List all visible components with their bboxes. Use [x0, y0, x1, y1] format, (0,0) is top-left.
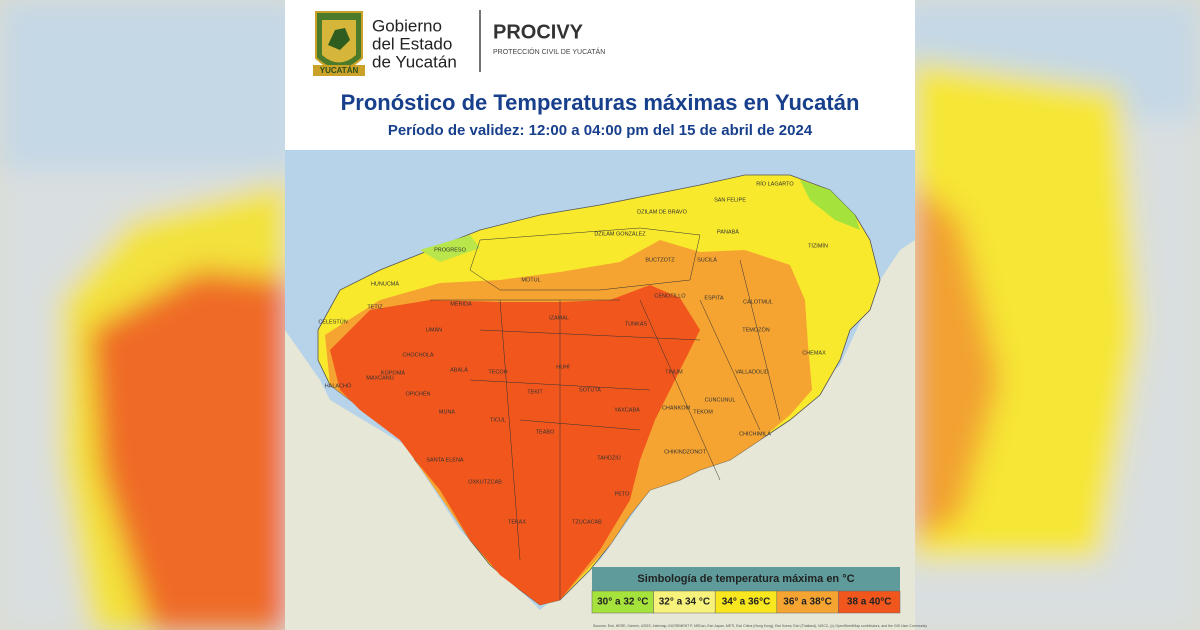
legend-header [592, 567, 900, 591]
map-label: YAXCABÁ [614, 406, 640, 413]
map-label: SOTUTA [579, 387, 601, 393]
map-label: HUNUCMÁ [371, 280, 399, 287]
map-label: KOPOMÁ [381, 369, 405, 376]
map-label: TETIZ [367, 304, 383, 310]
legend-label: 32° a 34 °C [659, 597, 710, 608]
map-label: TIZIMÍN [808, 242, 828, 249]
map-label: SUCILÁ [697, 256, 717, 263]
map-label: DZILAM GONZÁLEZ [594, 230, 646, 237]
map-label: CELESTÚN [318, 318, 347, 325]
map-label: PROGRESO [434, 247, 467, 253]
map-label: CHIKINDZONOT [664, 449, 707, 455]
map-label: CHEMAX [802, 350, 826, 356]
legend-label: 36° a 38°C [783, 597, 832, 608]
agency-sub: PROTECCIÓN CIVIL DE YUCATÁN [493, 47, 605, 56]
map-label: TEMOZÓN [742, 326, 770, 333]
map-label: TUNKÁS [625, 320, 648, 327]
map-label: TICUL [490, 417, 506, 423]
map-label: TEABO [536, 429, 555, 435]
map-label: TINUM [665, 369, 683, 375]
map-label: MOTUL [521, 277, 540, 283]
map-label: RÍO LAGARTO [756, 180, 794, 187]
legend-label: 38 a 40°C [847, 597, 892, 608]
map-label: CALOTMUL [743, 299, 773, 305]
map-label: HALACHÓ [325, 382, 352, 389]
map-label: CENOTILLO [654, 293, 686, 299]
map-label: PANABÁ [717, 228, 739, 235]
map-label: TEKAX [508, 519, 526, 525]
map-label: SAN FELIPE [714, 197, 746, 203]
header [285, 0, 915, 150]
gov-line: Gobierno [372, 16, 442, 35]
map-label: HUHÍ [556, 363, 570, 370]
legend-title: Simbología de temperatura máxima en °C [637, 573, 854, 585]
map-label: PETO [615, 491, 631, 497]
map-label: MUNA [439, 409, 456, 415]
agency: PROCIVY [493, 21, 584, 43]
map-label: BUCTZOTZ [645, 257, 675, 263]
map-label: CUNCUNUL [705, 397, 736, 403]
map-label: TZUCACAB [572, 519, 602, 525]
map-label: OXKUTZCAB [468, 479, 502, 485]
map-label: CHOCHOLÁ [402, 351, 434, 358]
gov-line: de Yucatán [372, 52, 457, 71]
map-label: ESPITA [704, 295, 723, 301]
subtitle: Período de validez: 12:00 a 04:00 pm del… [388, 122, 813, 139]
map-label: UMÁN [426, 326, 442, 333]
gov-line: del Estado [372, 34, 452, 53]
map-label: TEKOM [693, 409, 713, 415]
map-label: IZAMAL [549, 315, 569, 321]
map-label: TEKIT [527, 389, 543, 395]
crest-banner: YUCATÁN [320, 66, 359, 75]
crest [313, 11, 365, 76]
map-label: SANTA ELENA [426, 457, 464, 463]
map-label: VALLADOLID [735, 369, 769, 375]
map-label: TAHDZIÚ [597, 454, 620, 461]
map [285, 150, 915, 630]
attribution: Sources: Esri, HERE, Garmin, USGS, Inter… [593, 624, 927, 628]
map-label: CHANKOM [662, 405, 691, 411]
map-label: DZILAM DE BRAVO [637, 209, 687, 215]
map-label: OPICHÉN [405, 390, 430, 397]
legend-swatch [838, 590, 901, 614]
legend-label: 34° a 36°C [722, 597, 771, 608]
map-label: MAXCANÚ [366, 374, 394, 381]
map-label: CHICHIMILÁ [739, 430, 771, 437]
map-label: TECOH [488, 369, 507, 375]
map-label: ABALÁ [450, 366, 468, 373]
map-label: MÉRIDA [450, 300, 472, 307]
legend-label: 30° a 32 °C [597, 597, 648, 608]
title: Pronóstico de Temperaturas máximas en Yu… [341, 90, 860, 115]
